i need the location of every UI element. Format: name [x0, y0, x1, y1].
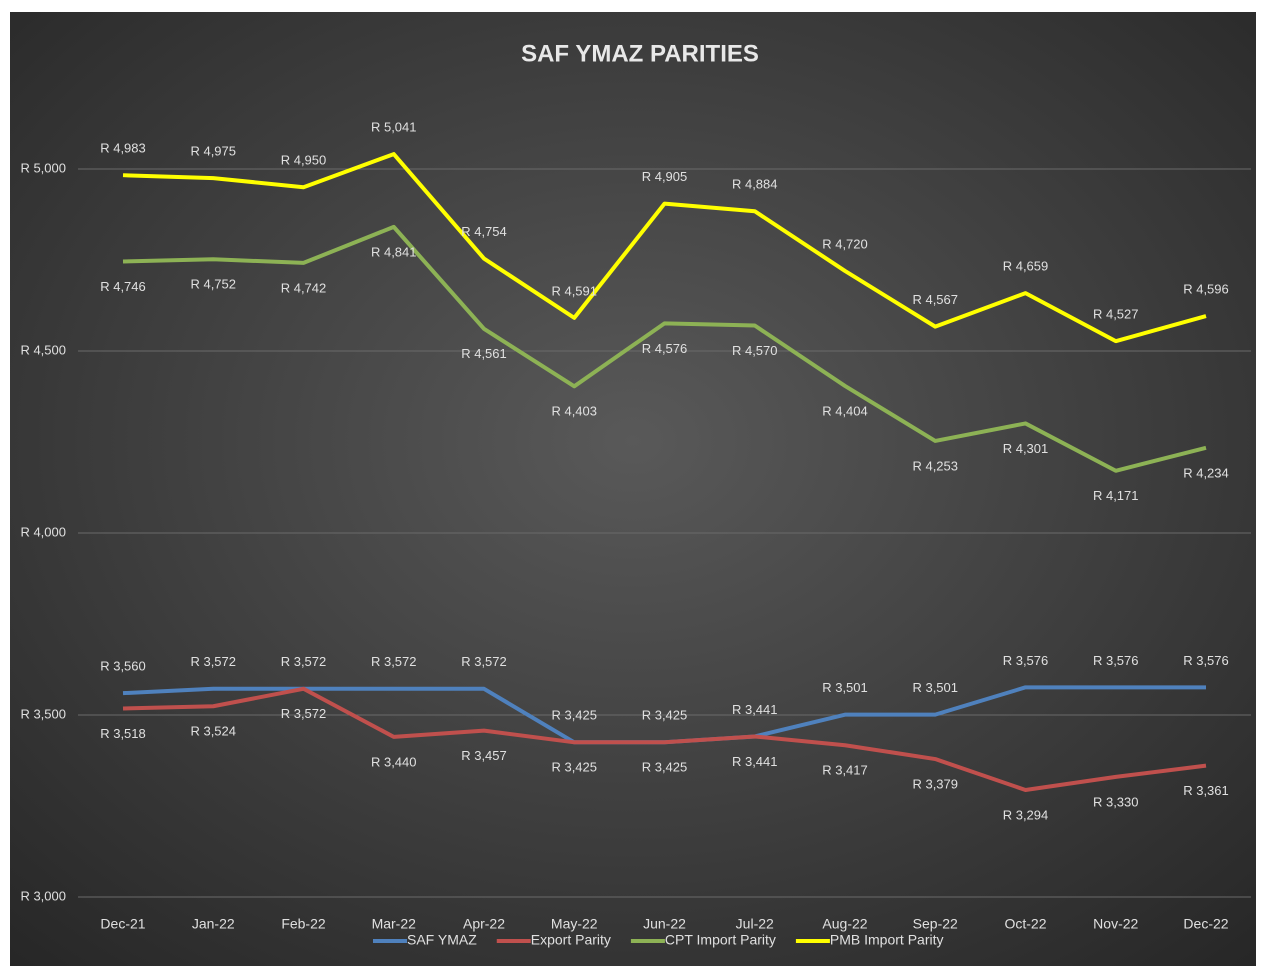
data-label: R 4,596	[1183, 281, 1229, 296]
series-line	[122, 686, 1207, 792]
data-label: R 3,572	[461, 654, 507, 669]
data-label: R 4,576	[642, 341, 688, 356]
data-label: R 4,561	[461, 346, 507, 361]
data-label: R 4,591	[551, 283, 597, 298]
data-label: R 4,720	[822, 236, 868, 251]
legend-label: CPT Import Parity	[665, 932, 776, 948]
data-label: R 3,501	[822, 680, 868, 695]
data-label: R 4,983	[100, 141, 146, 156]
y-tick-label: R 4,000	[20, 524, 66, 539]
x-tick-label: Feb-22	[281, 916, 326, 932]
data-label: R 3,524	[190, 724, 236, 739]
data-label: R 3,572	[371, 654, 417, 669]
data-label: R 3,440	[371, 754, 417, 769]
series-line	[122, 224, 1207, 473]
data-label: R 3,572	[281, 654, 327, 669]
data-label: R 3,361	[1183, 783, 1229, 798]
data-label: R 4,742	[281, 280, 327, 295]
data-label: R 3,560	[100, 659, 146, 674]
data-label: R 4,884	[732, 177, 778, 192]
x-tick-label: Aug-22	[822, 916, 867, 932]
series-line	[122, 152, 1207, 344]
y-tick-label: R 3,000	[20, 888, 66, 903]
data-label: R 4,905	[642, 169, 688, 184]
y-tick-label: R 3,500	[20, 706, 66, 721]
data-label: R 4,950	[281, 153, 327, 168]
data-label: R 3,572	[281, 706, 327, 721]
legend-label: PMB Import Parity	[830, 932, 944, 948]
chart-title: SAF YMAZ PARITIES	[521, 40, 759, 67]
data-label: R 4,659	[1003, 259, 1049, 274]
data-label: R 4,975	[190, 144, 236, 159]
x-tick-label: Nov-22	[1093, 916, 1138, 932]
data-label: R 4,234	[1183, 465, 1229, 480]
data-label: R 3,425	[642, 708, 688, 723]
data-label: R 4,841	[371, 244, 417, 259]
chart-background	[10, 12, 1256, 966]
data-label: R 4,403	[551, 404, 597, 419]
legend-label: Export Parity	[531, 932, 611, 948]
x-tick-label: Apr-22	[463, 916, 505, 932]
y-tick-label: R 5,000	[20, 160, 66, 175]
legend-label: SAF YMAZ	[407, 932, 477, 948]
data-label: R 3,518	[100, 726, 146, 741]
data-label: R 3,501	[912, 680, 958, 695]
data-label: R 3,576	[1093, 653, 1139, 668]
data-label: R 3,425	[551, 708, 597, 723]
x-tick-label: Dec-21	[100, 916, 145, 932]
x-tick-label: Mar-22	[372, 916, 417, 932]
x-tick-label: Jan-22	[192, 916, 235, 932]
data-label: R 4,171	[1093, 488, 1139, 503]
data-label: R 4,404	[822, 403, 868, 418]
data-label: R 3,457	[461, 748, 507, 763]
data-label: R 3,576	[1003, 653, 1049, 668]
x-tick-label: Oct-22	[1004, 916, 1046, 932]
x-tick-label: Jun-22	[643, 916, 686, 932]
data-label: R 5,041	[371, 120, 417, 135]
data-label: R 3,441	[732, 702, 778, 717]
data-label: R 4,567	[912, 292, 958, 307]
data-label: R 3,425	[642, 760, 688, 775]
y-tick-label: R 4,500	[20, 342, 66, 357]
x-tick-label: Sep-22	[913, 916, 958, 932]
data-label: R 3,330	[1093, 794, 1139, 809]
data-label: R 4,570	[732, 343, 778, 358]
data-label: R 4,754	[461, 224, 507, 239]
data-label: R 3,417	[822, 763, 868, 778]
data-label: R 3,379	[912, 776, 958, 791]
data-label: R 3,425	[551, 760, 597, 775]
data-label: R 3,441	[732, 754, 778, 769]
data-label: R 3,572	[190, 654, 236, 669]
data-label: R 4,301	[1003, 441, 1049, 456]
data-label: R 4,527	[1093, 307, 1139, 322]
x-tick-label: Jul-22	[736, 916, 774, 932]
data-label: R 4,746	[100, 279, 146, 294]
data-label: R 4,253	[912, 458, 958, 473]
x-tick-label: May-22	[551, 916, 598, 932]
data-label: R 3,576	[1183, 653, 1229, 668]
data-label: R 3,294	[1003, 807, 1049, 822]
data-label: R 4,752	[190, 277, 236, 292]
x-tick-label: Dec-22	[1183, 916, 1228, 932]
